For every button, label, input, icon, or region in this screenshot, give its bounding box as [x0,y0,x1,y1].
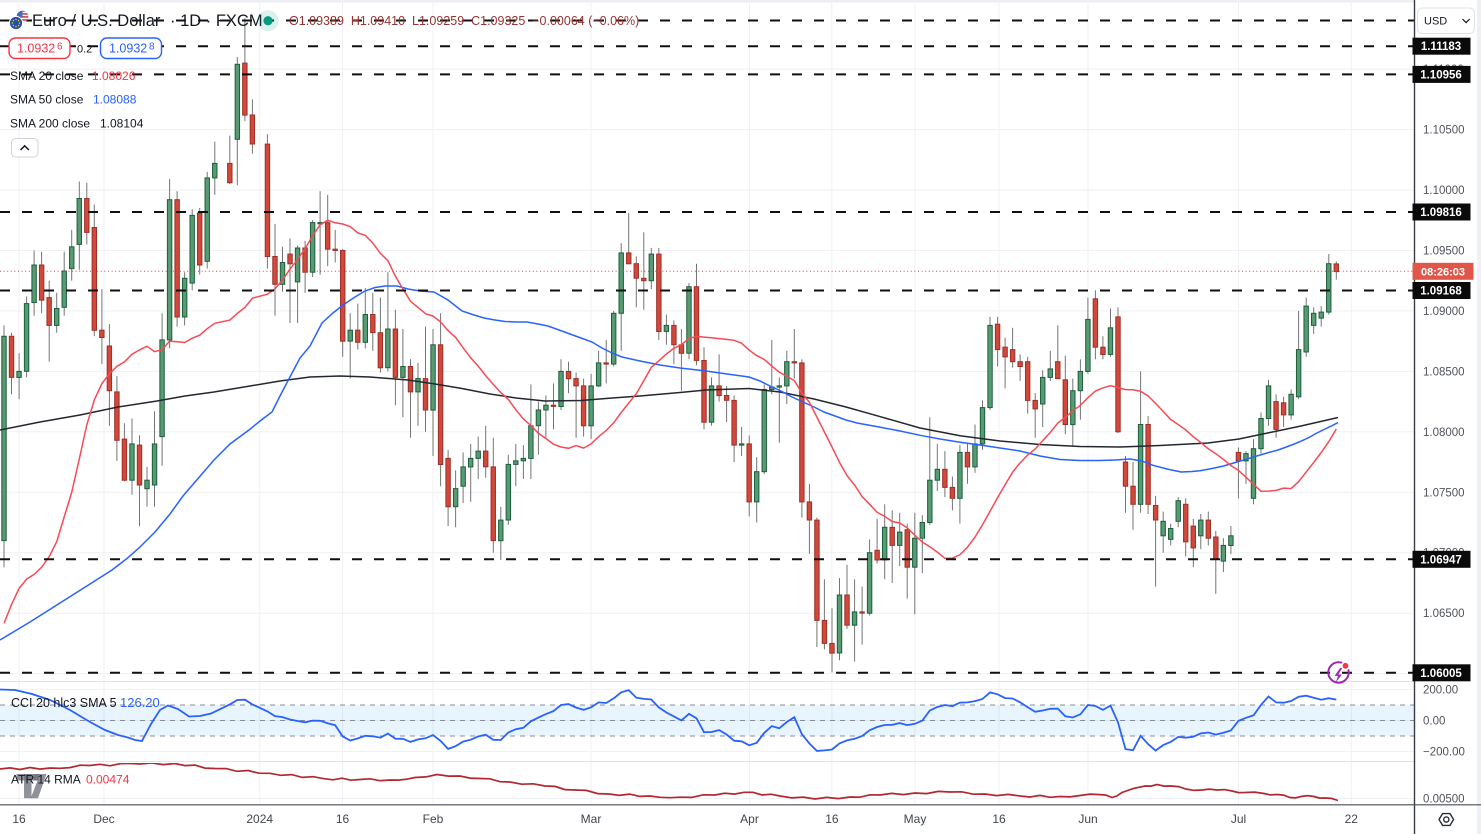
svg-text:1.0932: 1.0932 [17,42,55,56]
svg-text:Euro / U.S. Dollar: Euro / U.S. Dollar [32,12,161,30]
svg-text:1.09816: 1.09816 [1420,207,1462,219]
svg-text:1.08026: 1.08026 [92,69,136,83]
svg-text:1.06500: 1.06500 [1423,608,1465,620]
svg-text:1.08088: 1.08088 [93,93,137,107]
svg-text:0.00: 0.00 [1423,716,1445,728]
svg-text:2024: 2024 [246,812,273,826]
svg-text:CCI 20 hlc3 SMA 5: CCI 20 hlc3 SMA 5 [11,696,117,710]
svg-text:· 1D · FXCM: · 1D · FXCM [170,12,263,30]
svg-text:Feb: Feb [423,812,444,826]
svg-text:1.08500: 1.08500 [1423,366,1465,378]
svg-text:16: 16 [992,812,1006,826]
svg-text:1.09168: 1.09168 [1420,286,1462,298]
svg-text:1.11183: 1.11183 [1421,41,1461,53]
svg-text:SMA 20 close: SMA 20 close [10,69,84,83]
svg-text:126.20: 126.20 [120,695,160,710]
svg-text:1.10000: 1.10000 [1423,185,1465,197]
svg-text:0.00474: 0.00474 [86,773,130,787]
svg-text:ATR 14 RMA: ATR 14 RMA [11,773,81,787]
svg-text:1.0932: 1.0932 [109,42,147,56]
svg-text:−200.00: −200.00 [1423,747,1465,759]
svg-text:Jun: Jun [1078,812,1097,826]
svg-text:1.08104: 1.08104 [100,117,144,131]
svg-text:22: 22 [1345,812,1359,826]
svg-text:6: 6 [57,42,63,53]
svg-text:16: 16 [12,812,26,826]
svg-text:O1.09389 H1.09410 L1.09259: O1.09389 H1.09410 L1.09259 C1.09325 −0.0… [289,14,639,28]
svg-text:08:26:03: 08:26:03 [1421,266,1465,278]
svg-text:1.07500: 1.07500 [1423,487,1465,499]
svg-text:SMA 200 close: SMA 200 close [10,117,90,131]
svg-text:SMA 50 close: SMA 50 close [10,93,84,107]
svg-text:Jul: Jul [1231,812,1246,826]
svg-text:Mar: Mar [581,812,602,826]
svg-text:1.09500: 1.09500 [1423,245,1465,257]
svg-text:USD: USD [1424,16,1447,28]
svg-text:1.10500: 1.10500 [1423,125,1465,137]
svg-text:Dec: Dec [93,812,114,826]
svg-text:1.09000: 1.09000 [1423,306,1465,318]
svg-text:16: 16 [336,812,350,826]
svg-text:1.08000: 1.08000 [1423,427,1465,439]
svg-text:Apr: Apr [740,812,759,826]
svg-text:0.00500: 0.00500 [1423,794,1465,806]
svg-text:0.2: 0.2 [77,44,92,56]
svg-text:1.06947: 1.06947 [1420,554,1462,566]
svg-text:8: 8 [149,42,155,53]
svg-text:200.00: 200.00 [1423,684,1458,696]
svg-text:16: 16 [825,812,839,826]
svg-text:1.10956: 1.10956 [1420,69,1462,81]
svg-text:1.06005: 1.06005 [1420,668,1462,680]
svg-text:May: May [904,812,927,826]
